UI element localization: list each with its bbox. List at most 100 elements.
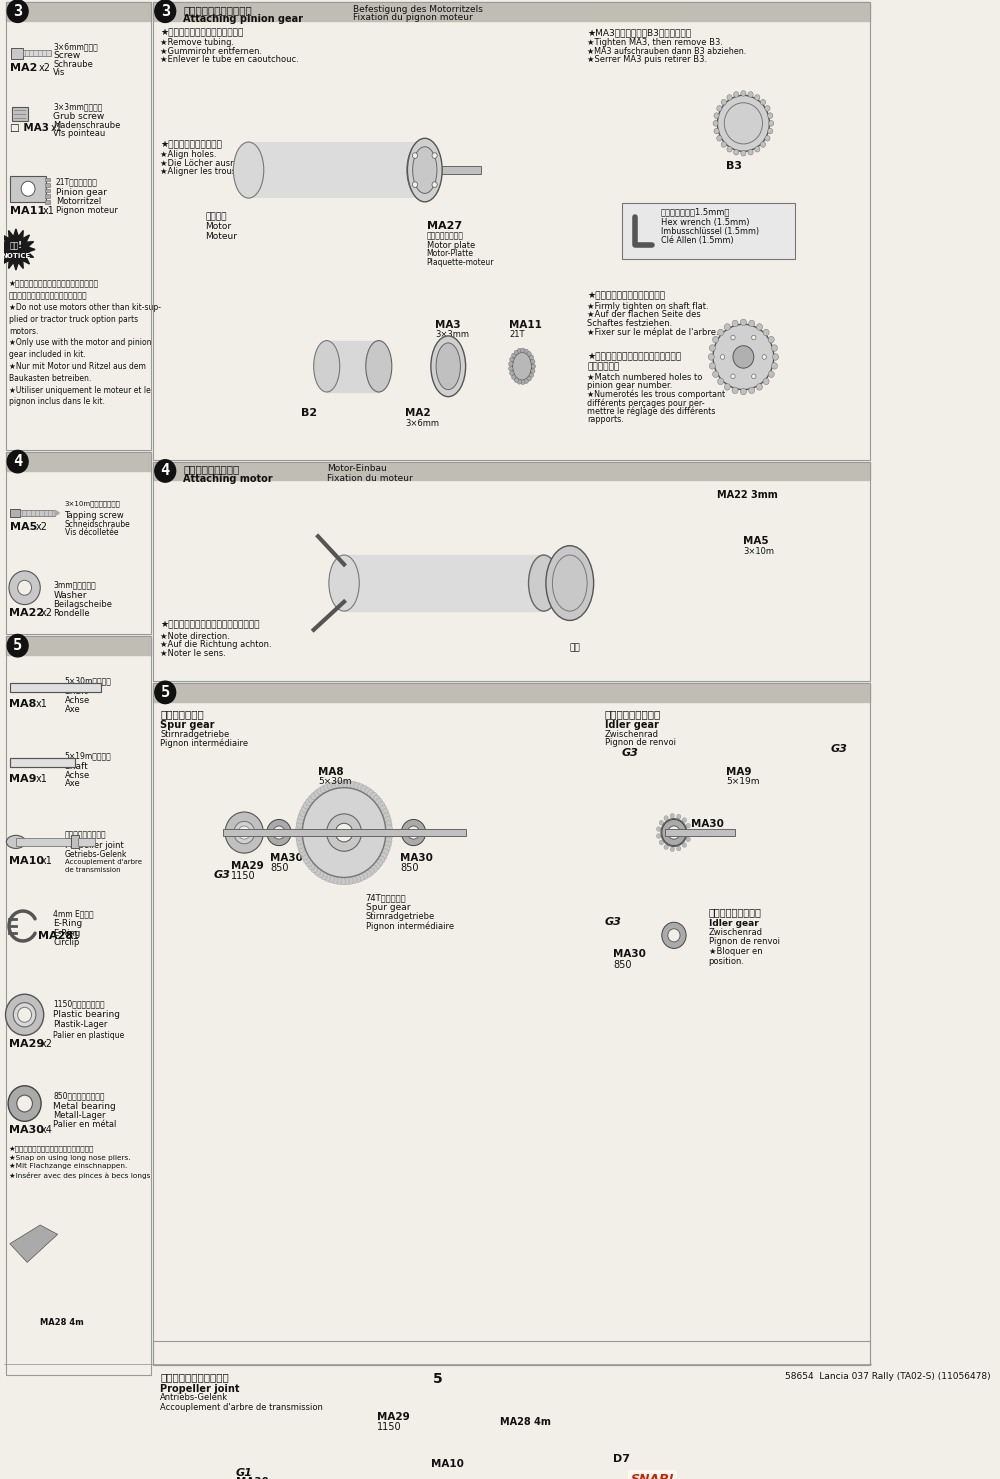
Text: 21Tピニオンギヤ: 21Tピニオンギヤ	[56, 177, 98, 186]
Circle shape	[382, 849, 389, 856]
Text: Tapping screw: Tapping screw	[65, 512, 124, 521]
Circle shape	[343, 877, 349, 884]
Circle shape	[18, 1007, 32, 1022]
Circle shape	[367, 868, 374, 876]
Circle shape	[714, 129, 719, 135]
Circle shape	[731, 374, 735, 379]
Circle shape	[714, 112, 719, 118]
Text: Pignon intermédiaire: Pignon intermédiaire	[366, 921, 454, 930]
Text: プロペラジョイント: プロペラジョイント	[65, 831, 106, 840]
Text: mettre le réglage des différents: mettre le réglage des différents	[587, 407, 716, 416]
Text: 74Tスパーギヤ: 74Tスパーギヤ	[366, 893, 406, 902]
Circle shape	[383, 845, 390, 852]
Circle shape	[407, 825, 420, 839]
Text: 21T: 21T	[509, 330, 525, 339]
Text: E-Ring: E-Ring	[53, 920, 83, 929]
Ellipse shape	[314, 340, 340, 392]
Polygon shape	[0, 229, 35, 271]
Circle shape	[664, 845, 668, 849]
Circle shape	[521, 380, 525, 385]
Text: Pignon intermédiaire: Pignon intermédiaire	[160, 738, 248, 748]
Circle shape	[232, 1444, 237, 1449]
Circle shape	[755, 146, 760, 152]
Circle shape	[749, 387, 755, 393]
Circle shape	[155, 460, 176, 482]
Text: Schaftes festziehen.: Schaftes festziehen.	[587, 318, 672, 328]
Circle shape	[385, 821, 392, 828]
Text: x1: x1	[40, 856, 52, 865]
Circle shape	[760, 142, 766, 148]
Circle shape	[314, 790, 321, 797]
Text: Propeller joint: Propeller joint	[65, 842, 123, 850]
Circle shape	[510, 356, 514, 362]
Circle shape	[727, 146, 732, 152]
Circle shape	[768, 371, 774, 377]
Text: MA3: MA3	[435, 319, 461, 330]
Circle shape	[732, 321, 738, 327]
Circle shape	[755, 95, 760, 101]
Text: Motor: Motor	[205, 222, 231, 231]
Circle shape	[232, 1430, 237, 1436]
Bar	[153, 683, 870, 701]
Circle shape	[350, 781, 357, 788]
Bar	[12, 108, 28, 121]
Text: Pinion gear: Pinion gear	[56, 188, 107, 197]
Text: ★Remove tubing.: ★Remove tubing.	[160, 38, 234, 47]
Text: 3×3mmイモネジ: 3×3mmイモネジ	[53, 102, 103, 112]
Text: MA22: MA22	[9, 608, 44, 618]
Text: MA30: MA30	[270, 853, 303, 864]
Circle shape	[741, 151, 746, 157]
Text: MA30: MA30	[613, 950, 646, 960]
Circle shape	[768, 129, 773, 135]
Circle shape	[301, 805, 308, 812]
Circle shape	[305, 859, 312, 867]
Circle shape	[346, 781, 353, 788]
Circle shape	[531, 359, 535, 364]
Text: Shaft: Shaft	[65, 686, 88, 695]
Text: Hex wrench (1.5mm): Hex wrench (1.5mm)	[661, 217, 749, 226]
Circle shape	[327, 813, 361, 852]
Circle shape	[531, 364, 535, 368]
Bar	[45, 194, 50, 198]
Circle shape	[659, 821, 663, 825]
Circle shape	[303, 856, 310, 864]
Text: MA5: MA5	[743, 537, 769, 546]
Text: Clé Allen (1.5mm): Clé Allen (1.5mm)	[661, 237, 734, 246]
Bar	[6, 453, 151, 634]
Text: ★ゴムチューブを取り外します。: ★ゴムチューブを取り外します。	[160, 28, 243, 37]
Text: Shaft: Shaft	[65, 762, 88, 771]
Circle shape	[514, 351, 519, 355]
Text: MA30: MA30	[9, 1126, 44, 1134]
Bar	[6, 453, 151, 470]
Text: Circlip: Circlip	[53, 938, 80, 947]
Circle shape	[335, 781, 342, 788]
Bar	[71, 836, 79, 849]
Text: de transmission: de transmission	[65, 867, 120, 873]
Text: ★Serrer MA3 puis retirer B3.: ★Serrer MA3 puis retirer B3.	[587, 55, 707, 64]
Text: 5×30m: 5×30m	[318, 778, 352, 787]
Bar	[153, 1, 870, 21]
Text: Antriebs-Gelenk: Antriebs-Gelenk	[160, 1393, 228, 1402]
Circle shape	[740, 389, 746, 395]
Ellipse shape	[713, 324, 774, 389]
Text: 1150: 1150	[377, 1423, 402, 1432]
Text: 850メタルベアリング: 850メタルベアリング	[53, 1092, 105, 1100]
Circle shape	[659, 840, 663, 845]
Text: ★取り付ける向きに注意してください。: ★取り付ける向きに注意してください。	[160, 621, 260, 630]
Circle shape	[517, 349, 522, 353]
Circle shape	[727, 95, 732, 101]
Text: MA27: MA27	[427, 222, 462, 231]
Text: MA22 3mm: MA22 3mm	[717, 490, 778, 500]
Circle shape	[378, 856, 385, 864]
Circle shape	[677, 846, 681, 850]
Circle shape	[339, 877, 346, 884]
Text: MA2: MA2	[10, 62, 37, 72]
Text: MA5: MA5	[10, 522, 37, 532]
Circle shape	[234, 821, 255, 845]
Circle shape	[155, 0, 176, 22]
Circle shape	[354, 876, 361, 883]
Bar	[16, 839, 72, 846]
Bar	[249, 142, 422, 198]
Ellipse shape	[6, 836, 25, 849]
Circle shape	[708, 353, 714, 361]
